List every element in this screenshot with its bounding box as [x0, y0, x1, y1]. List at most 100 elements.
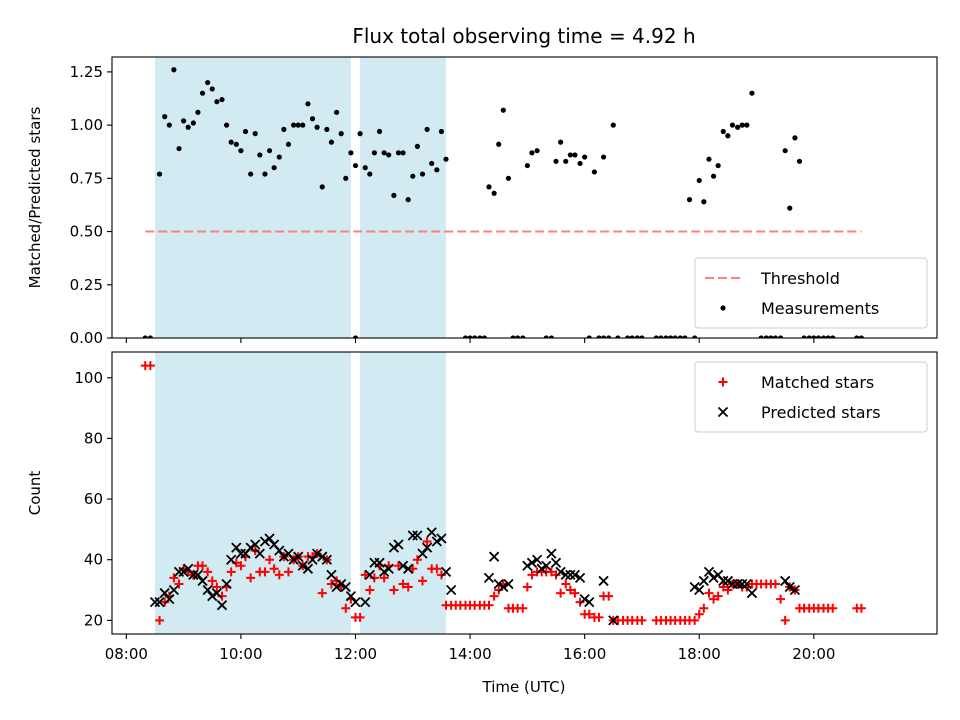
data-point	[725, 133, 731, 139]
data-point	[825, 335, 831, 338]
data-point	[259, 536, 271, 547]
data-point	[355, 612, 365, 622]
data-point	[706, 156, 712, 162]
data-point	[211, 587, 222, 599]
data-point	[238, 148, 244, 154]
data-point	[431, 536, 442, 547]
data-point	[796, 158, 803, 164]
data-point	[729, 122, 736, 128]
data-point	[735, 124, 741, 130]
data-point	[746, 587, 758, 599]
data-point	[741, 578, 752, 590]
data-point	[561, 579, 571, 589]
data-point	[582, 154, 588, 160]
data-point	[360, 570, 370, 580]
data-point	[321, 554, 332, 565]
data-point	[677, 335, 683, 338]
data-point	[591, 169, 597, 175]
data-point	[789, 584, 801, 596]
data-point	[629, 335, 635, 338]
legend: Threshold Measurements	[694, 257, 928, 329]
ratio-panel: 0.00 0.25 0.50 0.75 1.00 1.25 Matched/Predicte…	[26, 56, 938, 347]
data-point	[584, 609, 594, 619]
data-point	[414, 143, 420, 150]
data-point	[295, 122, 301, 128]
data-point	[302, 563, 314, 574]
data-point	[500, 107, 506, 113]
data-point	[694, 584, 705, 596]
data-point	[265, 555, 275, 565]
data-point	[488, 551, 500, 562]
data-point	[403, 563, 414, 574]
data-point	[408, 564, 418, 574]
data-point	[772, 335, 779, 338]
data-point	[219, 96, 225, 103]
data-point	[546, 548, 557, 559]
data-point	[207, 576, 217, 586]
data-point	[529, 150, 535, 156]
data-point	[526, 557, 538, 568]
data-point	[758, 335, 764, 338]
data-point	[412, 555, 422, 565]
data-point	[586, 335, 592, 338]
data-point	[828, 603, 838, 613]
data-point	[594, 612, 604, 622]
data-point	[360, 597, 371, 608]
y-tick-label: 0.25	[70, 276, 103, 294]
data-point	[575, 597, 585, 607]
data-point	[763, 335, 769, 338]
data-point	[223, 122, 230, 128]
data-point	[199, 90, 206, 96]
data-point	[854, 335, 860, 338]
data-point	[367, 171, 373, 177]
data-point	[749, 90, 755, 96]
shaded-interval-2	[360, 57, 447, 338]
data-point	[768, 335, 774, 338]
data-point	[555, 566, 566, 577]
data-point	[417, 548, 428, 559]
data-point	[285, 141, 292, 147]
data-point	[198, 561, 208, 571]
data-point	[639, 335, 645, 338]
count-panel: 08:00 10:00 12:00 14:00 16:00 18:00 20:00 20 40 6…	[26, 351, 938, 663]
data-point	[686, 197, 693, 203]
data-point	[718, 575, 729, 587]
data-point	[570, 588, 580, 598]
data-point	[658, 335, 664, 338]
y-tick-label: 100	[74, 369, 103, 387]
data-point	[260, 567, 270, 577]
data-point	[209, 86, 215, 92]
data-point	[744, 122, 750, 128]
data-point	[732, 578, 743, 590]
data-point	[178, 566, 189, 577]
data-point	[440, 566, 452, 577]
data-point	[195, 109, 201, 115]
data-point	[820, 335, 827, 338]
data-point	[231, 542, 242, 553]
y-tick-label: 0.75	[70, 169, 103, 187]
data-point	[212, 582, 222, 592]
data-point	[432, 564, 442, 574]
data-point	[784, 581, 795, 593]
data-point	[156, 171, 163, 177]
data-point	[389, 585, 399, 595]
data-point	[328, 139, 335, 145]
data-point	[715, 162, 721, 169]
data-point	[667, 335, 674, 338]
data-point	[608, 615, 619, 626]
data-point	[169, 573, 179, 583]
data-point	[713, 591, 723, 601]
data-point	[297, 560, 308, 571]
data-point	[574, 572, 586, 584]
data-point	[522, 582, 532, 592]
data-point	[426, 527, 437, 538]
data-point	[345, 590, 357, 602]
shaded-interval-1	[154, 57, 351, 338]
data-point	[787, 205, 793, 211]
data-point	[343, 175, 349, 181]
data-point	[395, 150, 402, 156]
data-point	[397, 560, 409, 571]
data-point	[393, 539, 404, 550]
data-point	[149, 597, 161, 608]
data-point	[565, 585, 575, 595]
